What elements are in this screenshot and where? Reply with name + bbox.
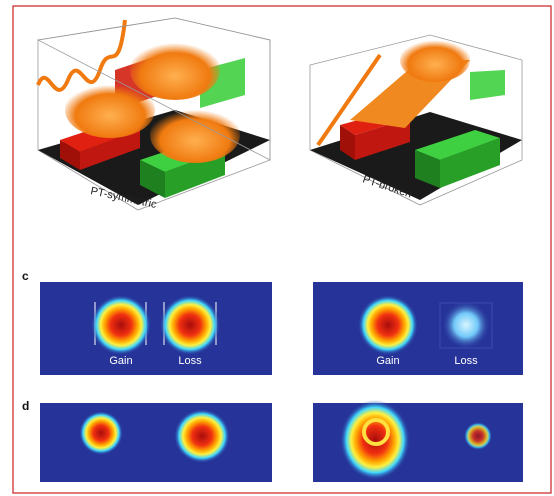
- loss-label: Loss: [178, 355, 202, 367]
- figure: PT-symmetric PT-broken c Gain Loss Gain: [0, 0, 554, 496]
- gain-label: Gain: [109, 355, 132, 367]
- pt-broken-diagram: PT-broken: [310, 35, 522, 205]
- panel-label: c: [22, 269, 29, 283]
- panel-label: d: [22, 399, 29, 413]
- loss-label: Loss: [454, 355, 478, 367]
- gain-label: Gain: [376, 355, 399, 367]
- pt-symmetric-diagram: PT-symmetric: [38, 18, 270, 211]
- panel-d-right: [313, 400, 523, 482]
- panel-c-left: Gain Loss: [40, 282, 272, 375]
- panel-c-right: Gain Loss: [313, 282, 523, 375]
- panel-d-left: [40, 403, 272, 482]
